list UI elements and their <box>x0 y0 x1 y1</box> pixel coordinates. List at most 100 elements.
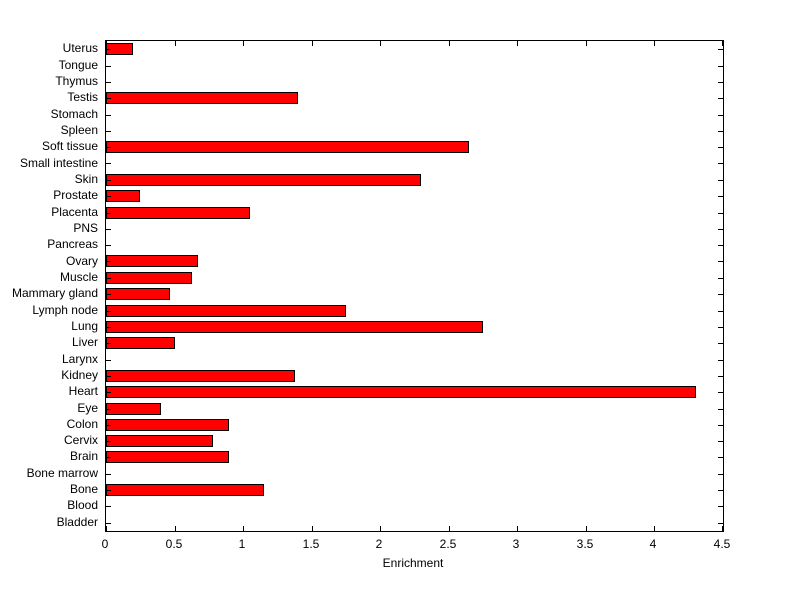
x-tick-mark <box>243 526 244 531</box>
y-tick-mark <box>106 196 111 197</box>
y-tick-mark <box>718 115 723 116</box>
bar <box>106 174 421 186</box>
x-tick-mark <box>722 41 723 46</box>
x-axis-tick-label: 1 <box>238 537 246 551</box>
y-axis-category-label: Cervix <box>63 433 98 447</box>
bar <box>106 272 192 284</box>
bar <box>106 92 298 104</box>
x-axis-tick-label: 2 <box>375 537 383 551</box>
y-tick-mark <box>718 180 723 181</box>
y-axis-category-label: Skin <box>74 172 98 186</box>
y-axis-category-label: Lymph node <box>32 303 98 317</box>
y-tick-mark <box>718 523 723 524</box>
y-tick-mark <box>718 392 723 393</box>
y-axis-category-label: Pancreas <box>47 237 98 251</box>
x-axis-tick-label: 4 <box>649 537 657 551</box>
x-tick-mark <box>312 41 313 46</box>
x-axis-tick-label: 2.5 <box>439 537 457 551</box>
y-tick-mark <box>106 180 111 181</box>
y-axis-category-label: Stomach <box>50 107 98 121</box>
y-tick-mark <box>718 376 723 377</box>
bar <box>106 484 264 496</box>
y-tick-mark <box>106 163 111 164</box>
bar <box>106 190 140 202</box>
y-axis-category-label: Bladder <box>56 515 98 529</box>
bar <box>106 141 469 153</box>
bar <box>106 403 161 415</box>
x-tick-mark <box>380 526 381 531</box>
y-tick-mark <box>718 147 723 148</box>
y-tick-mark <box>718 425 723 426</box>
y-tick-mark <box>718 474 723 475</box>
y-tick-mark <box>718 82 723 83</box>
bar <box>106 386 696 398</box>
y-tick-mark <box>106 376 111 377</box>
y-tick-mark <box>718 343 723 344</box>
bar <box>106 255 198 267</box>
bar <box>106 419 229 431</box>
y-tick-mark <box>106 66 111 67</box>
x-tick-mark <box>722 526 723 531</box>
bar <box>106 207 250 219</box>
x-axis-title: Enrichment <box>382 556 444 570</box>
y-axis-category-label: Blood <box>67 498 98 512</box>
bar <box>106 451 229 463</box>
y-tick-mark <box>106 294 111 295</box>
y-tick-mark <box>106 131 111 132</box>
y-axis-category-label: Placenta <box>51 205 98 219</box>
y-tick-mark <box>718 49 723 50</box>
y-axis-category-label: Bone <box>69 482 98 496</box>
x-tick-mark <box>586 41 587 46</box>
x-tick-mark <box>449 41 450 46</box>
y-tick-mark <box>106 474 111 475</box>
x-tick-mark <box>312 526 313 531</box>
y-tick-mark <box>106 229 111 230</box>
y-axis-category-label: PNS <box>73 221 98 235</box>
bar <box>106 305 346 317</box>
y-tick-mark <box>718 245 723 246</box>
y-tick-mark <box>718 441 723 442</box>
x-tick-mark <box>654 41 655 46</box>
y-tick-mark <box>106 425 111 426</box>
y-tick-mark <box>106 490 111 491</box>
y-axis-category-label: Ovary <box>65 254 98 268</box>
y-tick-mark <box>106 343 111 344</box>
x-axis-tick-label: 4.5 <box>713 537 731 551</box>
y-axis-category-label: Testis <box>67 90 98 104</box>
bar <box>106 370 295 382</box>
y-axis-category-label: Prostate <box>53 188 98 202</box>
y-tick-mark <box>718 409 723 410</box>
y-axis-category-label: Muscle <box>59 270 98 284</box>
x-tick-mark <box>175 526 176 531</box>
y-tick-mark <box>106 98 111 99</box>
y-tick-mark <box>718 196 723 197</box>
y-tick-mark <box>106 392 111 393</box>
x-axis-tick-label: 0.5 <box>165 537 183 551</box>
y-tick-mark <box>718 506 723 507</box>
y-axis-category-label: Colon <box>66 417 98 431</box>
y-tick-mark <box>106 523 111 524</box>
y-axis-category-label: Bone marrow <box>26 466 98 480</box>
y-tick-mark <box>718 163 723 164</box>
y-tick-mark <box>718 327 723 328</box>
plot-area <box>105 40 724 532</box>
y-tick-mark <box>106 213 111 214</box>
y-tick-mark <box>718 66 723 67</box>
y-tick-mark <box>106 409 111 410</box>
x-tick-mark <box>243 41 244 46</box>
y-tick-mark <box>718 294 723 295</box>
y-tick-mark <box>106 506 111 507</box>
x-tick-mark <box>654 526 655 531</box>
y-axis-category-label: Uterus <box>62 41 98 55</box>
x-tick-mark <box>380 41 381 46</box>
x-axis-tick-label: 1.5 <box>302 537 320 551</box>
y-axis-category-label: Thymus <box>55 74 98 88</box>
y-tick-mark <box>106 441 111 442</box>
y-tick-mark <box>718 360 723 361</box>
y-tick-mark <box>106 49 111 50</box>
y-tick-mark <box>718 311 723 312</box>
y-tick-mark <box>718 457 723 458</box>
y-tick-mark <box>718 490 723 491</box>
y-tick-mark <box>718 261 723 262</box>
y-axis-category-label: Eye <box>77 401 98 415</box>
